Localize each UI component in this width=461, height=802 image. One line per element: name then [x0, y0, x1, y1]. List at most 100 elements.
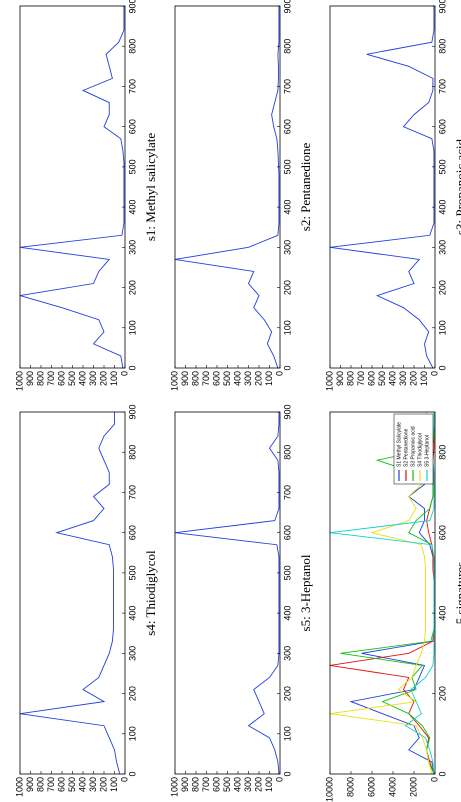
- y-tick-label: 0: [274, 777, 284, 782]
- y-tick-label: 100: [264, 777, 274, 792]
- y-tick-label: 300: [243, 371, 253, 386]
- x-tick-label: 400: [282, 606, 292, 621]
- y-tick-label: 1000: [14, 777, 24, 797]
- y-tick-label: 800: [35, 777, 45, 792]
- y-tick-label: 700: [201, 777, 211, 792]
- x-tick-label: 100: [127, 726, 137, 741]
- plot-area: [330, 6, 435, 368]
- spectrum-line: [174, 412, 280, 775]
- x-tick-label: 200: [127, 280, 137, 295]
- y-tick-label: 0: [119, 371, 129, 376]
- y-tick-label: 200: [98, 777, 108, 792]
- x-tick-label: 200: [282, 280, 292, 295]
- legend-label: S4 Thiodiglycol: [417, 433, 423, 467]
- panel-caption: 5 signatures: [453, 562, 461, 624]
- spectrum-line: [329, 6, 435, 369]
- y-tick-label: 200: [408, 371, 418, 386]
- y-tick-label: 1000: [14, 371, 24, 391]
- x-tick-label: 900: [282, 404, 292, 419]
- x-tick-label: 400: [127, 606, 137, 621]
- y-tick-label: 300: [243, 777, 253, 792]
- y-tick-label: 400: [77, 371, 87, 386]
- y-tick-label: 8000: [345, 777, 355, 797]
- y-tick-label: 600: [211, 371, 221, 386]
- y-tick-label: 400: [387, 371, 397, 386]
- x-tick-label: 700: [437, 79, 447, 94]
- x-tick-label: 900: [127, 404, 137, 419]
- y-tick-label: 100: [109, 371, 119, 386]
- panel-caption: s3: Propanoic acid: [453, 138, 461, 235]
- y-tick-label: 0: [119, 777, 129, 782]
- y-tick-label: 800: [35, 371, 45, 386]
- x-tick-label: 200: [437, 280, 447, 295]
- y-tick-label: 400: [232, 777, 242, 792]
- y-tick-label: 700: [46, 371, 56, 386]
- y-tick-label: 800: [190, 777, 200, 792]
- y-tick-label: 900: [335, 371, 345, 386]
- y-tick-label: 0: [429, 371, 439, 376]
- y-tick-label: 800: [345, 371, 355, 386]
- plot-area: [20, 412, 125, 774]
- y-tick-label: 900: [25, 371, 35, 386]
- panel: 0100200300400500600700800900010020030040…: [324, 0, 461, 391]
- x-tick-label: 0: [127, 365, 137, 370]
- x-tick-label: 500: [437, 159, 447, 174]
- x-tick-label: 600: [282, 119, 292, 134]
- y-tick-label: 1000: [324, 371, 334, 391]
- panel-caption: s1: Methyl salicylate: [143, 133, 158, 242]
- x-tick-label: 900: [127, 0, 137, 14]
- x-tick-label: 400: [282, 200, 292, 215]
- x-tick-label: 700: [127, 79, 137, 94]
- x-tick-label: 500: [282, 565, 292, 580]
- x-tick-label: 0: [282, 771, 292, 776]
- legend-box: [393, 413, 434, 485]
- plot-area: [175, 412, 280, 774]
- x-tick-label: 0: [437, 365, 447, 370]
- x-tick-label: 300: [282, 240, 292, 255]
- x-tick-label: 800: [437, 445, 447, 460]
- y-tick-label: 700: [356, 371, 366, 386]
- x-tick-label: 200: [127, 686, 137, 701]
- x-tick-label: 600: [437, 525, 447, 540]
- x-tick-label: 900: [282, 0, 292, 14]
- y-tick-label: 600: [211, 777, 221, 792]
- x-tick-label: 800: [282, 39, 292, 54]
- x-tick-label: 0: [127, 771, 137, 776]
- x-tick-label: 600: [127, 525, 137, 540]
- x-tick-label: 700: [282, 79, 292, 94]
- y-tick-label: 0: [274, 371, 284, 376]
- panel-caption: s4: Thiodiglycol: [143, 550, 158, 636]
- x-tick-label: 400: [437, 606, 447, 621]
- y-tick-label: 100: [264, 371, 274, 386]
- y-tick-label: 2000: [408, 777, 418, 797]
- x-tick-label: 800: [437, 39, 447, 54]
- y-tick-label: 10000: [324, 777, 334, 802]
- x-tick-label: 800: [127, 39, 137, 54]
- x-tick-label: 900: [437, 0, 447, 14]
- y-tick-label: 400: [77, 777, 87, 792]
- legend-label: S3 Propanoic acid: [410, 426, 416, 467]
- y-tick-label: 900: [180, 371, 190, 386]
- y-tick-label: 600: [366, 371, 376, 386]
- y-tick-label: 900: [180, 777, 190, 792]
- y-tick-label: 100: [109, 777, 119, 792]
- x-tick-label: 400: [437, 200, 447, 215]
- y-tick-label: 800: [190, 371, 200, 386]
- x-tick-label: 0: [437, 771, 447, 776]
- spectrum-line: [174, 6, 280, 369]
- y-tick-label: 500: [377, 371, 387, 386]
- y-tick-label: 6000: [366, 777, 376, 797]
- x-tick-label: 600: [127, 119, 137, 134]
- y-tick-label: 700: [201, 371, 211, 386]
- legend-label: S1 Methyl Salicylate: [396, 422, 402, 467]
- y-tick-label: 300: [88, 371, 98, 386]
- panel-caption: s2: Pentanedione: [298, 143, 313, 232]
- x-tick-label: 500: [127, 565, 137, 580]
- y-tick-label: 100: [419, 371, 429, 386]
- x-tick-label: 700: [282, 485, 292, 500]
- legend: S1 Methyl Salicylate S2 Pentanedione S3 Pr…: [393, 413, 434, 485]
- legend-label: S2 Pentanedione: [403, 428, 409, 467]
- x-tick-label: 100: [282, 320, 292, 335]
- spectrum-line: [19, 6, 125, 369]
- y-tick-label: 900: [25, 777, 35, 792]
